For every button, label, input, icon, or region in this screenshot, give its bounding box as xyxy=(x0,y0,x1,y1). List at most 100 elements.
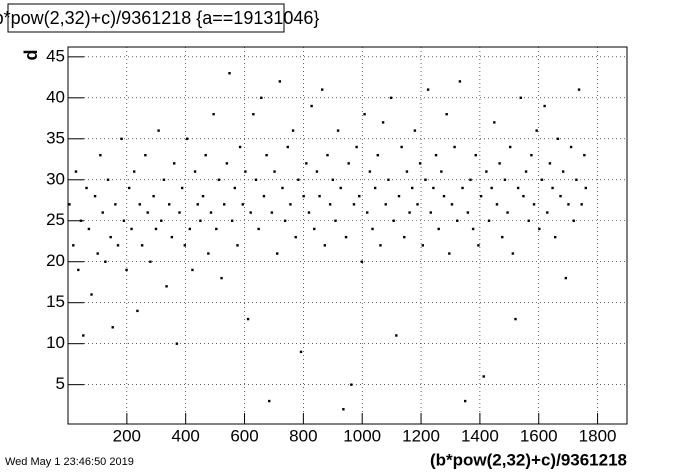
point xyxy=(265,153,268,157)
point xyxy=(313,227,316,231)
y-tick-label: 35 xyxy=(46,128,65,147)
point xyxy=(355,145,358,149)
x-tick-label: 400 xyxy=(171,426,199,445)
point xyxy=(344,235,348,239)
point xyxy=(294,235,297,239)
point xyxy=(106,178,110,181)
point xyxy=(538,227,541,231)
point xyxy=(257,227,260,231)
point xyxy=(458,80,462,83)
point xyxy=(77,268,80,272)
point xyxy=(101,211,104,214)
point xyxy=(498,162,501,165)
point xyxy=(85,186,88,190)
point xyxy=(183,244,187,247)
point xyxy=(350,383,353,386)
point xyxy=(527,219,530,222)
point xyxy=(180,186,184,190)
point xyxy=(204,153,207,157)
point xyxy=(331,178,334,181)
x-tick-label: 1200 xyxy=(402,426,440,445)
point xyxy=(291,129,295,132)
point xyxy=(554,235,557,239)
x-tick-label: 1800 xyxy=(579,426,617,445)
point xyxy=(320,88,324,91)
point xyxy=(93,194,97,198)
point xyxy=(305,162,308,165)
point xyxy=(302,194,305,198)
point xyxy=(220,276,223,280)
point xyxy=(477,244,480,247)
point xyxy=(501,235,504,239)
point xyxy=(379,244,382,247)
point xyxy=(392,219,395,222)
point xyxy=(530,153,533,157)
point xyxy=(278,80,282,83)
point xyxy=(551,186,554,190)
point xyxy=(421,244,425,247)
point xyxy=(487,219,491,222)
point xyxy=(453,145,456,149)
point xyxy=(583,153,586,157)
point xyxy=(111,326,114,329)
point xyxy=(466,211,470,214)
point xyxy=(82,334,85,337)
point xyxy=(360,260,364,263)
point xyxy=(138,203,141,206)
point xyxy=(270,211,274,214)
point xyxy=(445,113,448,116)
point xyxy=(196,203,199,206)
chart-title: d:(b*pow(2,32)+c)/9361218 {a==19131046} xyxy=(0,8,319,28)
point xyxy=(479,194,483,198)
point xyxy=(109,235,112,239)
point xyxy=(281,186,284,190)
point xyxy=(323,244,327,247)
point xyxy=(244,170,247,173)
point xyxy=(342,408,345,411)
point xyxy=(136,309,139,313)
point xyxy=(471,227,475,231)
point xyxy=(74,170,78,173)
point xyxy=(230,219,234,222)
point xyxy=(503,178,507,181)
point xyxy=(418,162,422,165)
point xyxy=(268,399,271,403)
point xyxy=(556,137,560,140)
x-axis-label: (b*pow(2,32)+c)/9361218 xyxy=(430,450,627,469)
y-axis-label: d xyxy=(21,50,41,61)
point xyxy=(289,203,292,206)
point xyxy=(146,211,149,214)
timestamp: Wed May 1 23:46:50 2019 xyxy=(5,456,134,468)
point xyxy=(175,342,179,345)
point xyxy=(249,211,252,214)
point xyxy=(442,194,446,198)
point xyxy=(567,203,570,206)
point xyxy=(474,153,477,157)
point xyxy=(584,186,588,190)
x-tick-label: 1400 xyxy=(461,426,499,445)
point xyxy=(432,186,435,190)
point xyxy=(384,203,387,206)
point xyxy=(493,121,496,124)
point xyxy=(72,244,75,247)
point xyxy=(318,194,321,198)
point xyxy=(87,227,91,231)
point xyxy=(485,170,488,173)
point xyxy=(104,260,107,263)
point xyxy=(162,178,166,181)
point xyxy=(114,203,117,206)
point xyxy=(524,170,528,173)
point xyxy=(273,170,276,173)
point xyxy=(275,252,279,255)
point xyxy=(381,121,385,124)
point xyxy=(408,211,411,214)
y-tick-label: 30 xyxy=(46,169,65,188)
point xyxy=(440,170,443,173)
point xyxy=(152,194,155,198)
point xyxy=(366,211,369,214)
point xyxy=(165,285,168,288)
point xyxy=(209,211,213,214)
point xyxy=(160,219,163,222)
point xyxy=(519,96,522,100)
